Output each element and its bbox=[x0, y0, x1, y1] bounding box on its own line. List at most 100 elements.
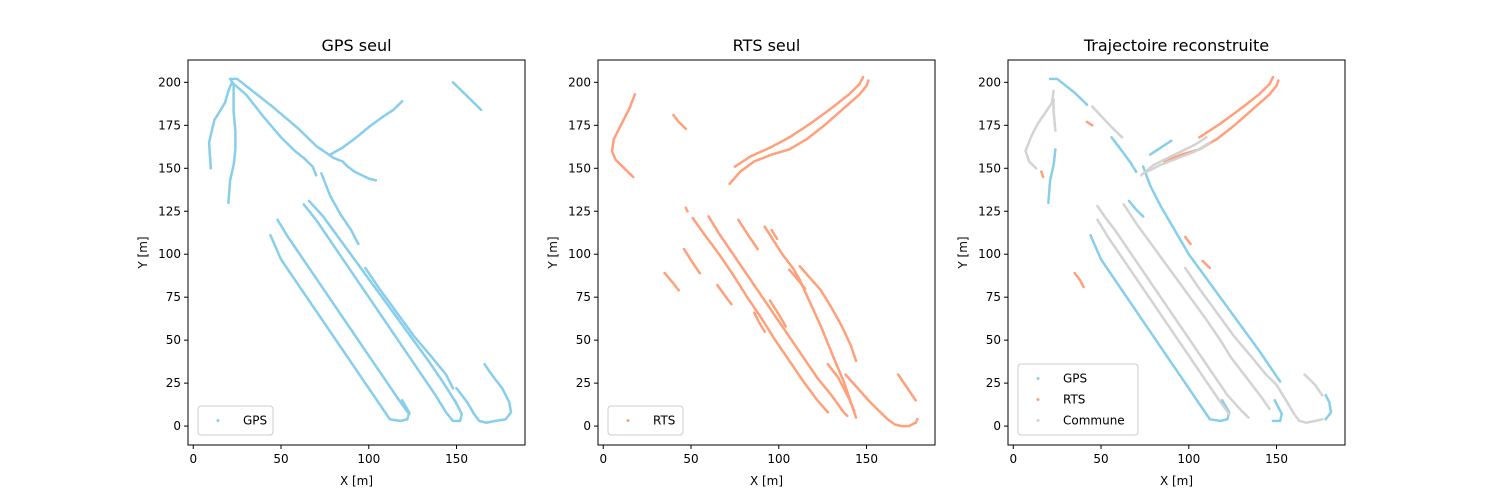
panel-rts-seul: RTS seul 0 50 100 150 0 25 50 75 100 125 150 175 20… bbox=[546, 36, 936, 488]
y-tick-label: 100 bbox=[568, 247, 591, 261]
y-tick-label: 125 bbox=[568, 204, 591, 218]
data-point bbox=[854, 359, 858, 363]
trajectory-segment bbox=[798, 265, 858, 363]
data-point bbox=[457, 419, 460, 423]
y-tick-label: 175 bbox=[158, 118, 181, 132]
y-tick-label: 175 bbox=[978, 118, 1001, 132]
y-tick-label: 75 bbox=[986, 290, 1001, 304]
x-tick-label: 0 bbox=[1009, 452, 1017, 466]
data-point bbox=[1324, 393, 1327, 397]
trajectory-segment bbox=[1127, 199, 1145, 218]
data-point bbox=[1271, 419, 1275, 423]
x-tick-label: 100 bbox=[767, 452, 790, 466]
trajectory-segment bbox=[682, 247, 702, 275]
data-point bbox=[677, 289, 680, 292]
x-tick-label: 100 bbox=[1177, 452, 1200, 466]
trajectory-segment bbox=[320, 172, 360, 246]
panel-gps-seul: GPS seul 0 50 100 150 0 25 50 75 100 125 150 175 20… bbox=[136, 36, 526, 488]
data-point bbox=[867, 79, 870, 82]
trajectory-segment bbox=[1096, 218, 1231, 416]
data-point bbox=[1041, 175, 1045, 179]
y-tick-label: 175 bbox=[568, 118, 591, 132]
y-axis-ticks: 0 25 50 75 100 125 150 175 200 bbox=[158, 75, 188, 433]
data-point bbox=[1227, 412, 1231, 416]
data-point bbox=[730, 302, 733, 306]
data-point bbox=[1268, 407, 1271, 411]
data-point bbox=[1273, 399, 1277, 402]
trajectory-segment bbox=[269, 234, 411, 423]
y-tick-label: 25 bbox=[166, 376, 181, 390]
x-tick-label: 100 bbox=[357, 452, 380, 466]
y-tick-label: 100 bbox=[978, 247, 1001, 261]
y-tick-label: 125 bbox=[978, 204, 1001, 218]
trajectory-segment bbox=[1201, 259, 1212, 270]
y-axis-label: Y [m] bbox=[136, 236, 150, 269]
y-axis-ticks: 0 25 50 75 100 125 150 175 200 bbox=[978, 75, 1008, 433]
trajectory-segment bbox=[737, 218, 759, 251]
trajectory-segment bbox=[728, 79, 870, 186]
data-point bbox=[1208, 266, 1212, 270]
y-tick-label: 200 bbox=[158, 75, 181, 89]
data-point bbox=[483, 362, 486, 366]
data-point bbox=[914, 399, 917, 402]
data-point bbox=[784, 325, 788, 328]
x-tick-label: 0 bbox=[599, 452, 607, 466]
y-tick-label: 0 bbox=[583, 419, 591, 433]
data-point bbox=[1271, 75, 1275, 79]
x-axis-label: X [m] bbox=[1160, 474, 1193, 488]
data-point bbox=[455, 402, 458, 406]
trajectory-segment bbox=[663, 271, 680, 292]
axes-frame bbox=[187, 59, 526, 446]
trajectory-segment bbox=[707, 215, 849, 418]
data-point bbox=[1054, 148, 1057, 151]
trajectory-segment bbox=[1073, 271, 1085, 289]
legend-label: RTS bbox=[1063, 393, 1085, 407]
legend: GPS RTS Commune bbox=[1017, 363, 1139, 436]
legend-label: Commune bbox=[1063, 414, 1125, 428]
trajectory-segment bbox=[1052, 98, 1057, 132]
legend-box bbox=[1017, 363, 1139, 436]
y-tick-label: 25 bbox=[986, 376, 1001, 390]
plot-area bbox=[610, 75, 919, 428]
trajectory-segment bbox=[1271, 399, 1284, 423]
x-axis-label: X [m] bbox=[750, 474, 783, 488]
trajectory-segment bbox=[1303, 373, 1324, 397]
legend-marker-gps bbox=[216, 419, 220, 422]
trajectory-segment bbox=[455, 362, 513, 425]
data-point bbox=[232, 91, 235, 94]
x-axis-ticks: 0 50 100 150 bbox=[189, 445, 468, 466]
trajectory-segment bbox=[328, 100, 404, 156]
legend-label: GPS bbox=[1063, 372, 1087, 386]
trajectory-segment bbox=[716, 283, 733, 306]
data-point bbox=[1048, 77, 1052, 81]
x-tick-label: 150 bbox=[1265, 452, 1288, 466]
data-point bbox=[905, 424, 909, 428]
data-point bbox=[698, 271, 702, 275]
trajectory-segment bbox=[1122, 203, 1271, 411]
data-point bbox=[1134, 170, 1138, 173]
data-point bbox=[826, 411, 830, 414]
data-point bbox=[400, 399, 404, 402]
y-tick-label: 200 bbox=[568, 75, 591, 89]
trajectory-segment bbox=[1040, 170, 1045, 179]
data-point bbox=[1169, 139, 1173, 143]
y-axis-label: Y [m] bbox=[546, 236, 560, 269]
data-point bbox=[1052, 77, 1055, 81]
data-point bbox=[1120, 136, 1124, 139]
trajectory-segment bbox=[1085, 120, 1094, 127]
data-point bbox=[861, 75, 865, 79]
trajectory-segment bbox=[768, 299, 788, 328]
data-point bbox=[479, 108, 483, 112]
legend: RTS bbox=[607, 405, 684, 436]
trajectory-segment bbox=[1184, 266, 1324, 425]
x-tick-label: 50 bbox=[1093, 452, 1108, 466]
y-tick-label: 150 bbox=[978, 161, 1001, 175]
data-point bbox=[854, 416, 858, 419]
data-point bbox=[1189, 242, 1192, 246]
data-point bbox=[1320, 417, 1324, 421]
trajectory-segment bbox=[826, 362, 856, 412]
data-point bbox=[1034, 167, 1038, 170]
trajectory-segment bbox=[1141, 165, 1282, 383]
data-point bbox=[756, 247, 759, 251]
trajectory-segment bbox=[207, 81, 318, 177]
